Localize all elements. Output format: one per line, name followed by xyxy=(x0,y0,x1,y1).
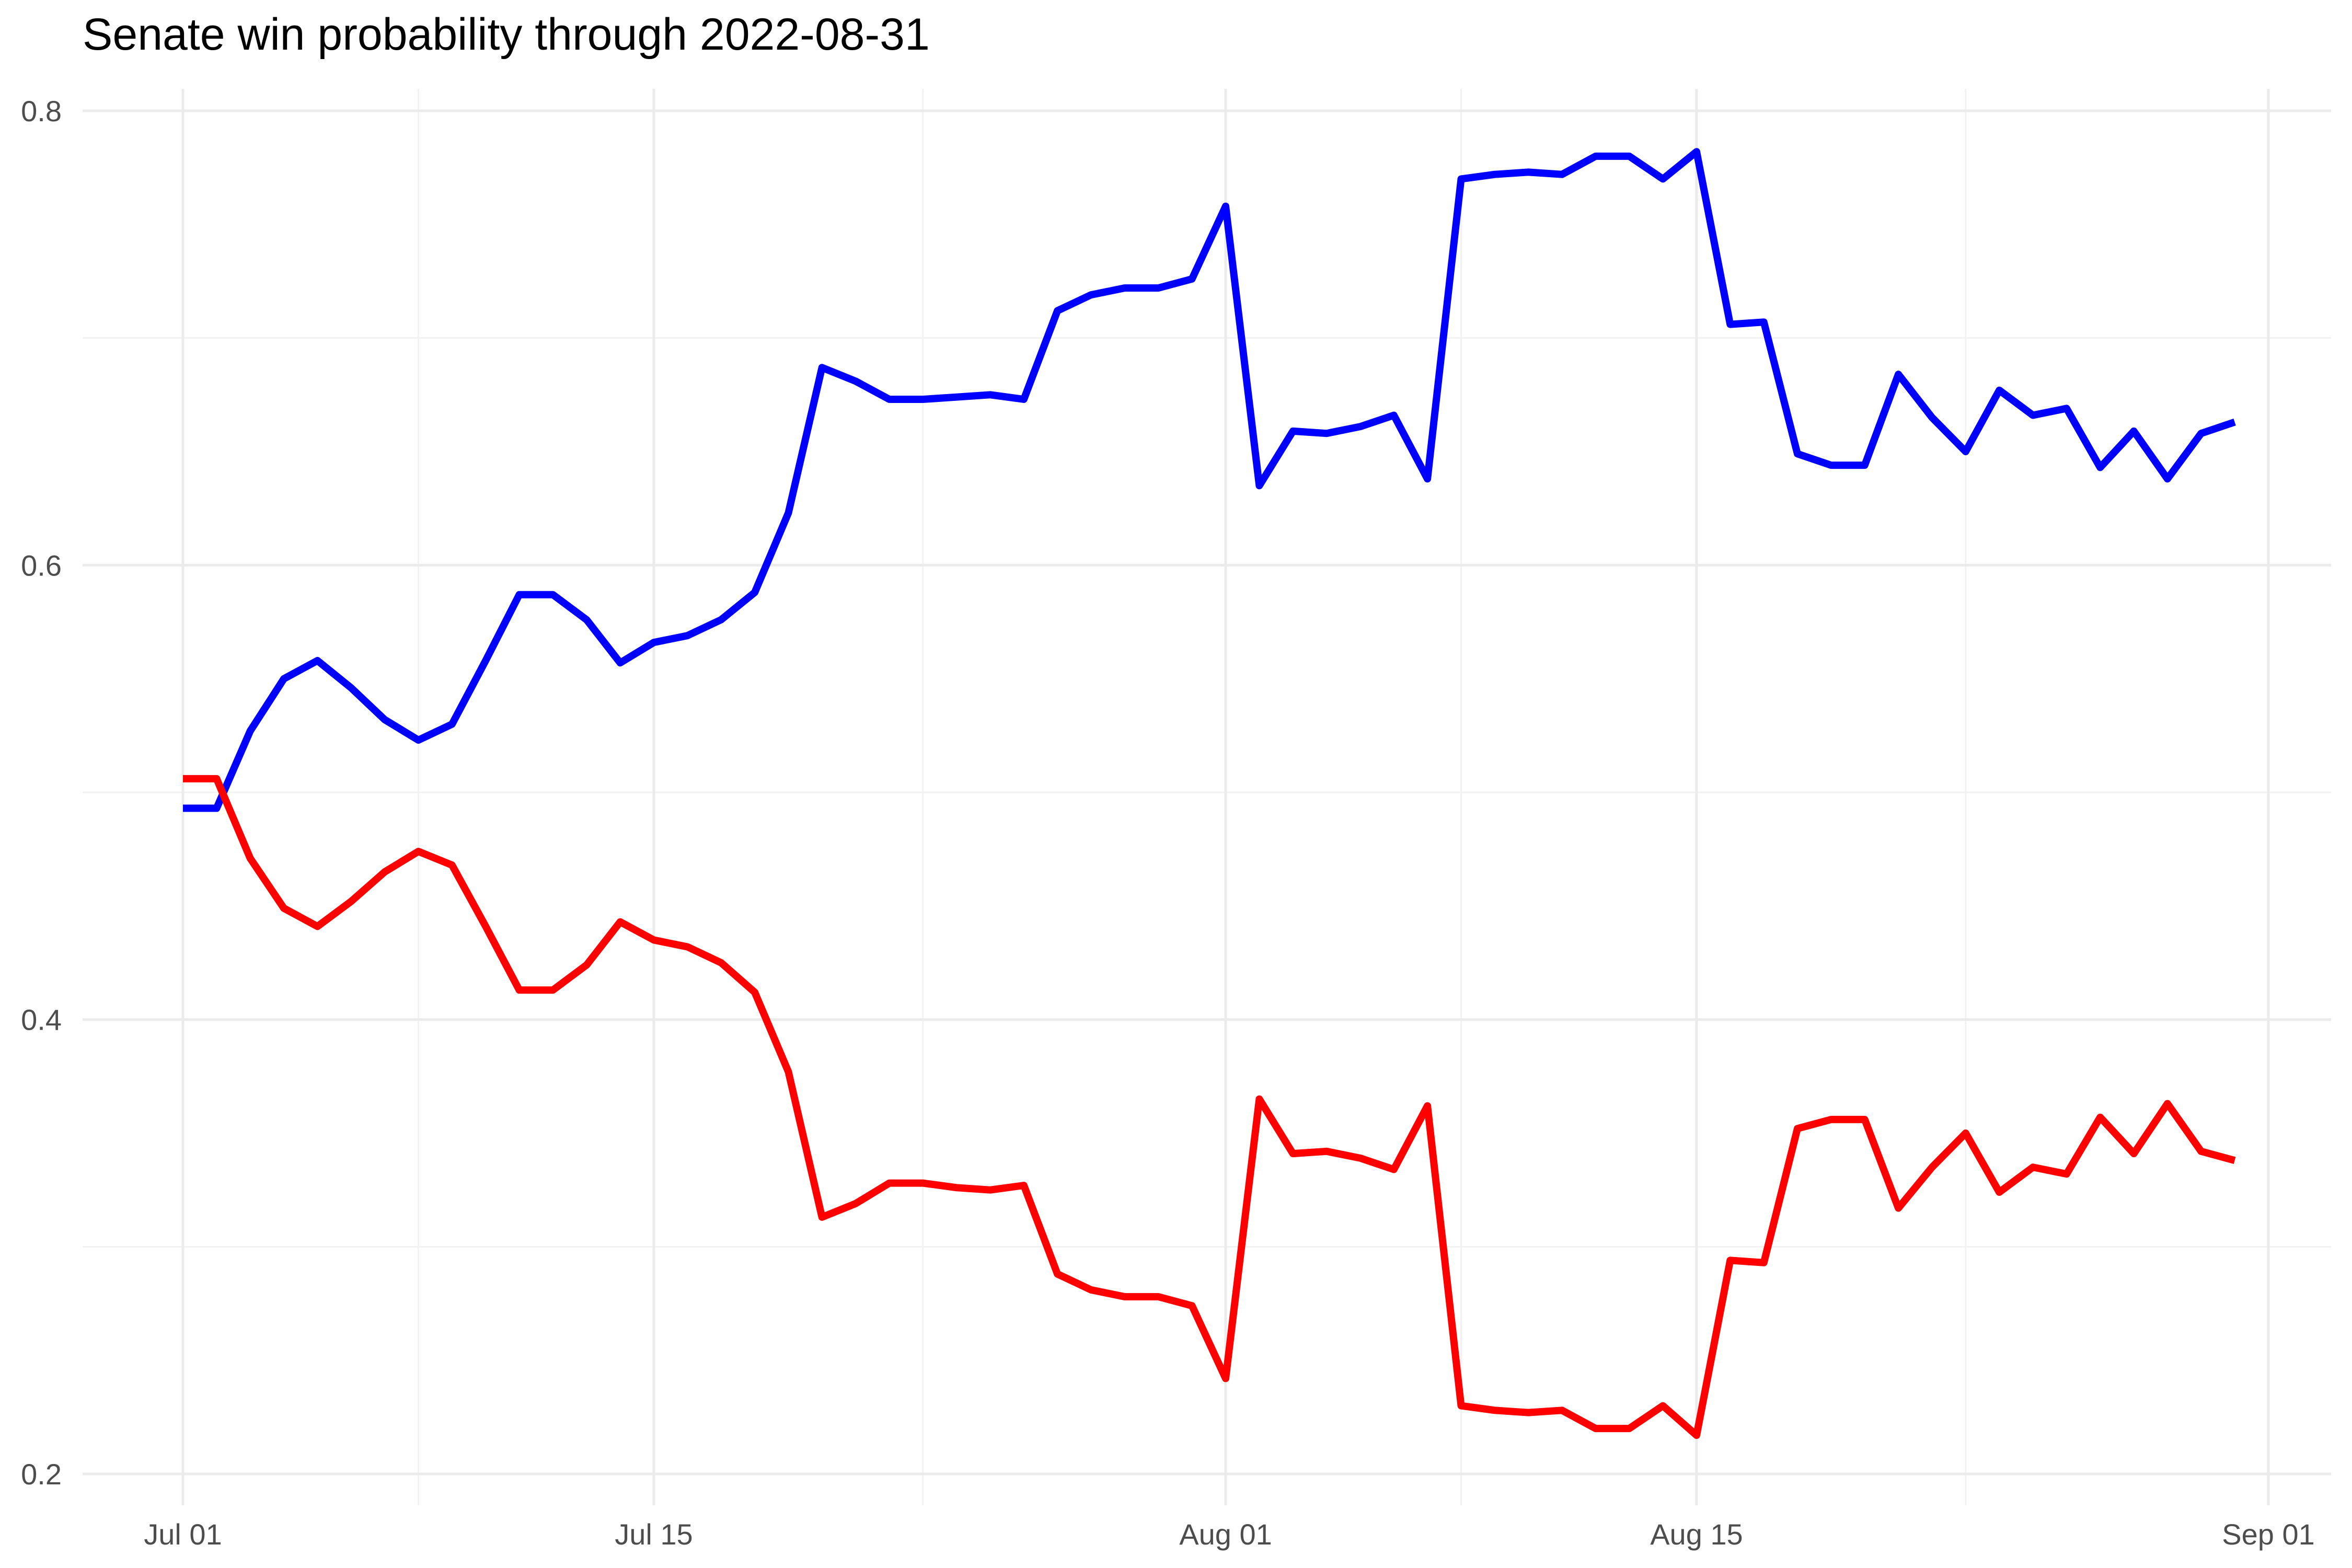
axis-tick-labels: 0.2 0.4 0.6 0.8 Jul 01 Jul 15 Aug 01 Aug 15 Sep … xyxy=(21,95,2315,1551)
grid xyxy=(83,89,2331,1505)
y-tick-label: 0.8 xyxy=(21,95,62,128)
x-tick-label: Sep 01 xyxy=(2222,1518,2315,1551)
x-tick-label: Jul 01 xyxy=(144,1518,222,1551)
chart-title: Senate win probability through 2022-08-3… xyxy=(83,9,930,60)
y-tick-label: 0.6 xyxy=(21,549,62,582)
series-line-1 xyxy=(183,148,2236,812)
x-tick-label: Aug 15 xyxy=(1650,1518,1743,1551)
x-tick-label: Jul 15 xyxy=(615,1518,693,1551)
y-tick-label: 0.2 xyxy=(21,1458,62,1491)
series-line-2 xyxy=(183,775,2236,1439)
series-lines xyxy=(183,148,2236,1439)
x-tick-label: Aug 01 xyxy=(1179,1518,1272,1551)
y-tick-label: 0.4 xyxy=(21,1004,62,1036)
